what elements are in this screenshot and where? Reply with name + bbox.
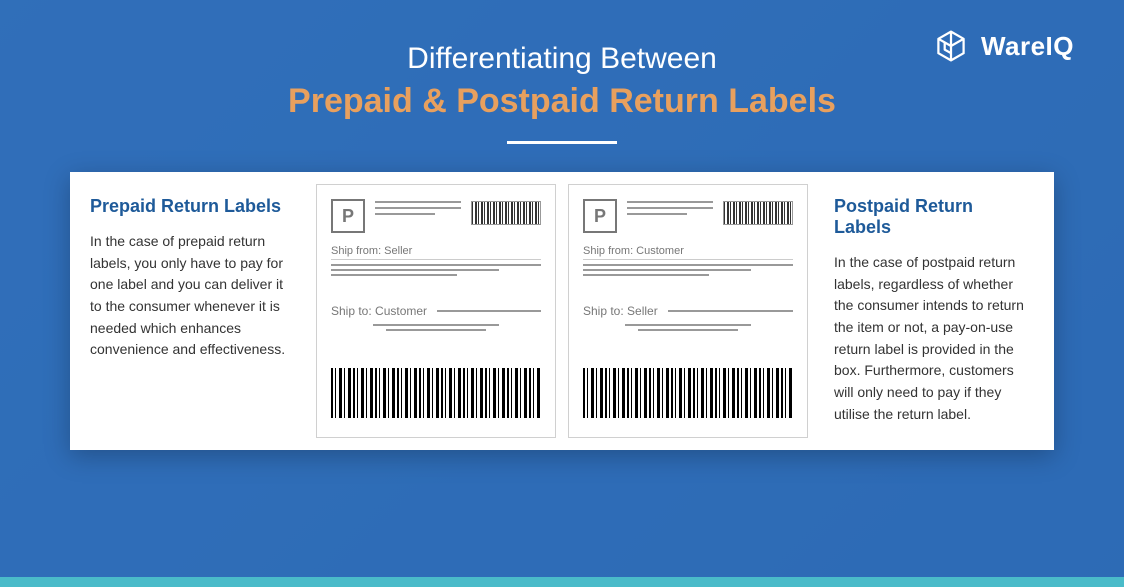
barcode-icon [331, 368, 541, 418]
postpaid-ship-to: Ship to: Seller [583, 304, 658, 318]
brand-name: WareIQ [981, 31, 1074, 62]
prepaid-text-card: Prepaid Return Labels In the case of pre… [70, 172, 310, 450]
postpaid-body: In the case of postpaid return labels, r… [834, 252, 1034, 426]
header-divider [507, 141, 617, 144]
postpaid-stamp: P [583, 199, 617, 233]
postpaid-title: Postpaid Return Labels [834, 196, 1034, 238]
page-header: Differentiating Between Prepaid & Postpa… [0, 0, 1124, 144]
brand-logo: WareIQ [933, 28, 1074, 64]
barcode-icon [583, 368, 793, 418]
mini-barcode-icon [471, 201, 541, 225]
header-lines [375, 199, 461, 215]
prepaid-title: Prepaid Return Labels [90, 196, 290, 217]
prepaid-ship-from: Ship from: Seller [331, 245, 541, 260]
postpaid-ship-from: Ship from: Customer [583, 245, 793, 260]
prepaid-stamp: P [331, 199, 365, 233]
comparison-container: Prepaid Return Labels In the case of pre… [70, 172, 1054, 450]
prepaid-label-mockup: P Ship from: Seller Ship to: Customer [316, 184, 556, 438]
footer-accent-bar [0, 577, 1124, 587]
mini-barcode-icon [723, 201, 793, 225]
postpaid-text-card: Postpaid Return Labels In the case of po… [814, 172, 1054, 450]
prepaid-ship-to: Ship to: Customer [331, 304, 427, 318]
postpaid-label-mockup: P Ship from: Customer Ship to: Seller [568, 184, 808, 438]
wareiq-icon [933, 28, 969, 64]
prepaid-body: In the case of prepaid return labels, yo… [90, 231, 290, 361]
header-title: Prepaid & Postpaid Return Labels [0, 82, 1124, 121]
header-lines [627, 199, 713, 215]
